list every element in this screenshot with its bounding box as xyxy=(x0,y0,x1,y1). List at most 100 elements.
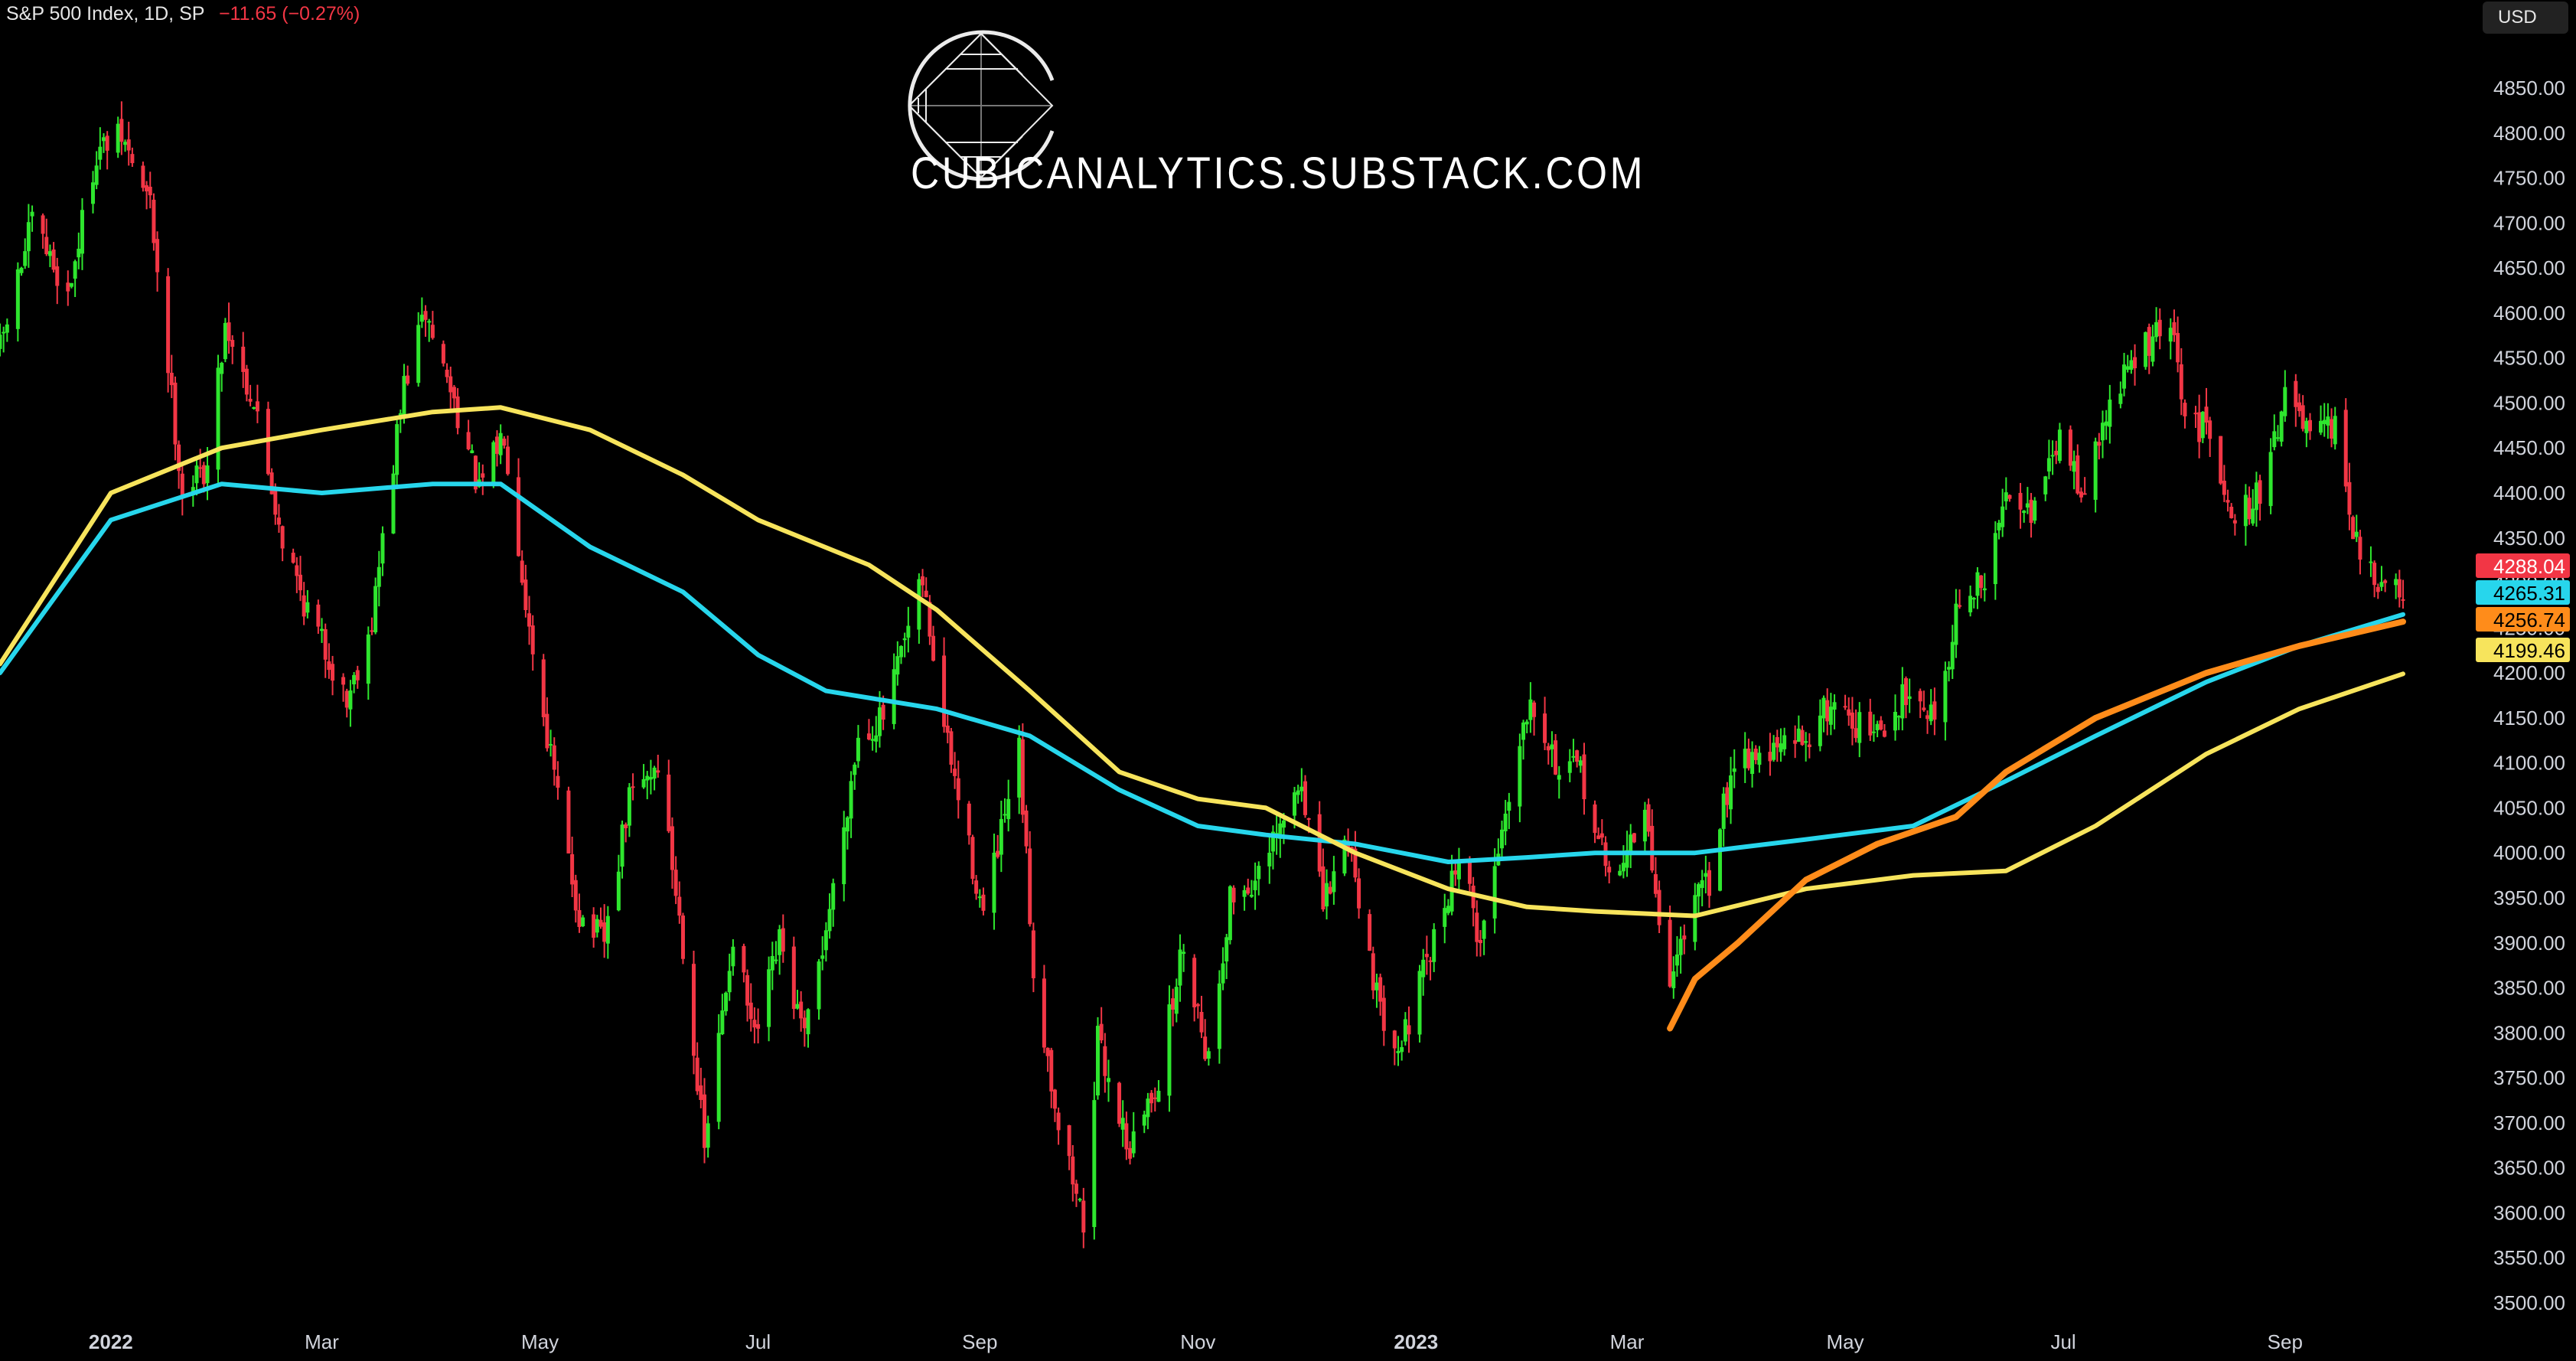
y-tick-label: 4000.00 xyxy=(2493,841,2565,864)
candle xyxy=(1496,838,1501,867)
candle xyxy=(2225,489,2230,512)
candle xyxy=(1357,868,1361,919)
symbol-label[interactable]: S&P 500 Index, 1D, SP xyxy=(6,3,204,24)
candle xyxy=(145,181,149,210)
candle xyxy=(2108,384,2112,444)
candle xyxy=(823,922,828,962)
candle xyxy=(141,162,145,192)
candle xyxy=(1772,735,1776,762)
candle xyxy=(942,637,947,733)
candle xyxy=(1607,860,1612,884)
candle xyxy=(2247,486,2252,525)
price-axis[interactable]: 3500.00 3550.00 3600.00 3650.00 3700.00 3750.… xyxy=(2493,77,2565,1314)
candle xyxy=(47,244,52,267)
candle xyxy=(906,606,911,653)
candle xyxy=(15,262,20,342)
y-tick-label: 4650.00 xyxy=(2493,256,2565,279)
chart-header: S&P 500 Index, 1D, SP −11.65 (−0.27%) xyxy=(6,3,360,25)
candle xyxy=(1818,699,1822,752)
candle xyxy=(1779,728,1783,762)
candle xyxy=(1904,676,1909,719)
candle xyxy=(902,632,907,658)
candle xyxy=(1821,695,1826,733)
candle xyxy=(1042,964,1046,1053)
candle xyxy=(849,771,853,838)
candle xyxy=(1753,745,1758,765)
candle xyxy=(1231,885,1236,915)
candle xyxy=(842,811,846,902)
candle xyxy=(223,318,227,363)
candle xyxy=(2043,475,2048,501)
y-tick-label: 4100.00 xyxy=(2493,752,2565,775)
candle xyxy=(494,430,499,467)
y-tick-label: 4350.00 xyxy=(2493,527,2565,550)
candle xyxy=(1743,732,1747,783)
candle xyxy=(2369,546,2373,577)
candle xyxy=(648,759,653,795)
candle xyxy=(691,951,696,1075)
candle xyxy=(2222,465,2226,502)
candle xyxy=(770,942,774,991)
candle xyxy=(1321,848,1325,912)
candle xyxy=(1900,667,1905,731)
candle xyxy=(1471,876,1475,927)
candle xyxy=(1095,1017,1100,1100)
candle xyxy=(899,645,903,664)
candle xyxy=(703,1078,707,1164)
candle xyxy=(1303,775,1308,818)
moving-average-line xyxy=(1667,618,2406,1032)
candle xyxy=(1971,596,1976,609)
candle xyxy=(419,297,424,328)
candle xyxy=(373,577,378,635)
candle xyxy=(1020,723,1025,824)
candle xyxy=(1796,715,1801,743)
candle xyxy=(344,688,349,718)
candle xyxy=(2046,439,2051,480)
candle xyxy=(2219,436,2223,485)
candle xyxy=(327,643,331,679)
candle xyxy=(498,424,503,465)
candle xyxy=(2154,307,2159,342)
svg-text:4256.74: 4256.74 xyxy=(2493,609,2565,632)
candle xyxy=(1192,954,1197,1022)
candle xyxy=(506,436,510,476)
candle xyxy=(2168,318,2173,360)
candle xyxy=(1378,973,1383,1016)
candle xyxy=(1668,905,1672,988)
candle xyxy=(2075,444,2080,495)
candle xyxy=(448,366,453,409)
candle xyxy=(126,122,131,166)
candle xyxy=(1729,756,1733,824)
x-tick-label: Mar xyxy=(1610,1330,1645,1353)
candle xyxy=(1482,919,1486,955)
y-tick-label: 3550.00 xyxy=(2493,1246,2565,1269)
candle xyxy=(2007,494,2012,502)
candle xyxy=(1800,725,1805,746)
last-value-label: 4265.31 xyxy=(2476,580,2570,605)
candle xyxy=(276,504,281,534)
candle xyxy=(2279,410,2284,447)
candle xyxy=(2054,440,2059,465)
candle xyxy=(2319,405,2323,436)
y-tick-label: 4500.00 xyxy=(2493,391,2565,414)
candle xyxy=(26,204,31,268)
candle xyxy=(2254,472,2258,527)
candle xyxy=(98,127,103,170)
currency-button[interactable]: USD xyxy=(2483,2,2568,34)
candle xyxy=(1257,861,1261,896)
candle xyxy=(69,282,73,289)
time-axis[interactable]: 2022 Mar May Jul Sep Nov 2023 Mar May Jul Sep xyxy=(89,1330,2303,1353)
candle xyxy=(1857,702,1862,758)
candle xyxy=(791,936,796,1020)
candle xyxy=(652,765,657,791)
candle xyxy=(970,834,975,885)
candle xyxy=(1721,787,1726,847)
candle xyxy=(1142,1110,1146,1134)
candle xyxy=(66,270,70,306)
candle xyxy=(1074,1180,1078,1207)
candle xyxy=(1182,944,1186,972)
candle xyxy=(598,907,603,929)
candle xyxy=(2144,331,2148,370)
candle xyxy=(2326,403,2330,439)
